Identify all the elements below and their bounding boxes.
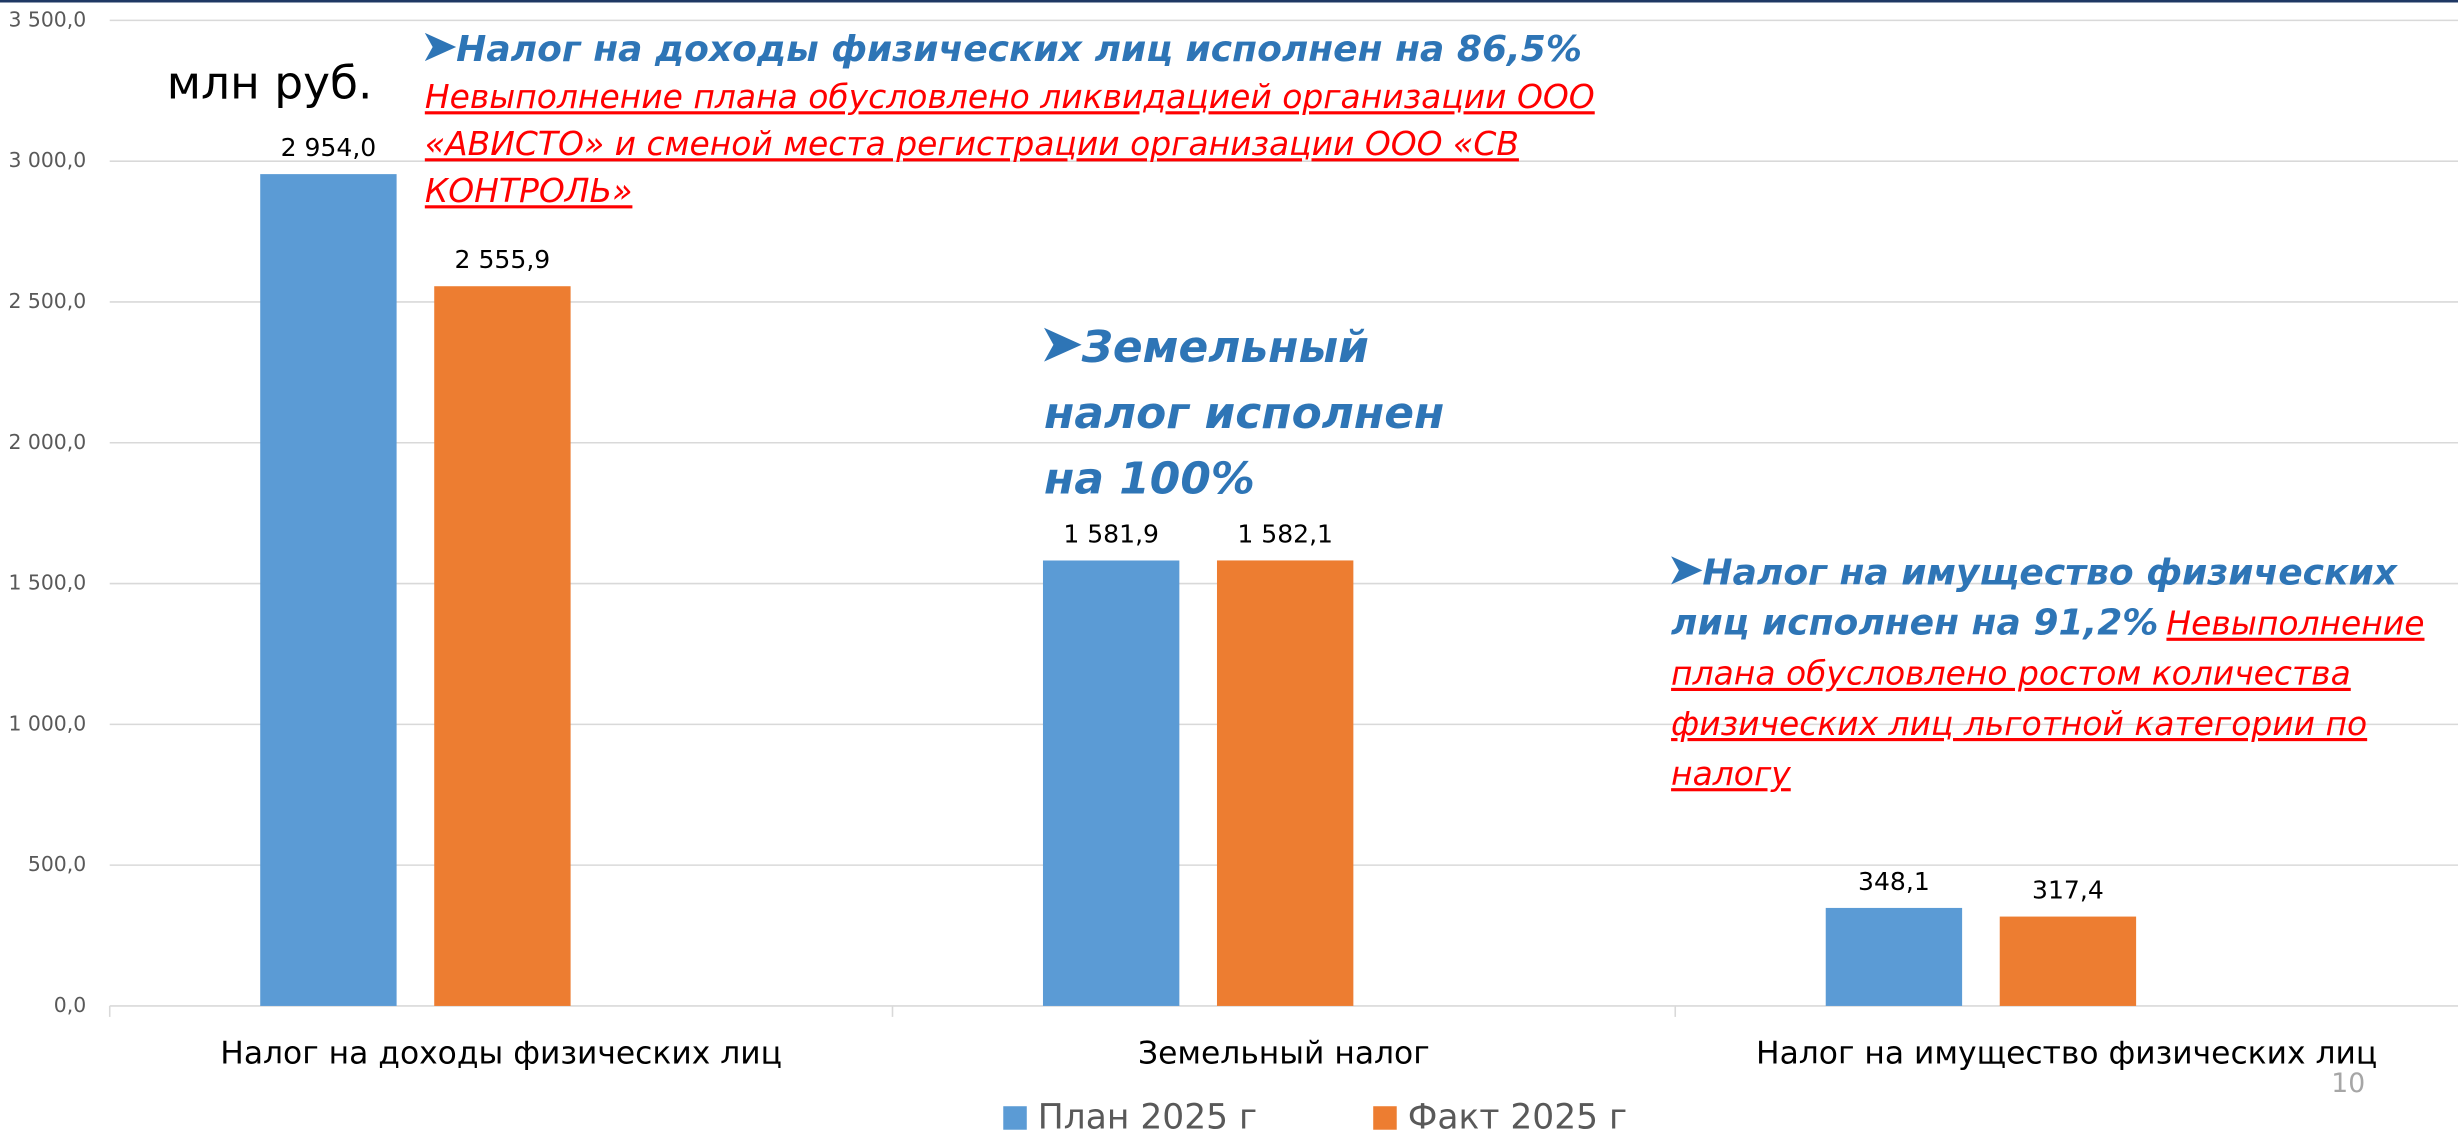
legend-label: План 2025 г (1038, 1097, 1257, 1136)
value-label: 1 582,1 (1237, 519, 1333, 548)
bullet-arrow (424, 32, 457, 62)
y-tick-label: 0,0 (54, 993, 86, 1017)
y-tick-label: 2 500,0 (8, 289, 86, 313)
x-tick-label: Земельный налог (1138, 1036, 1430, 1072)
y-tick-label: 3 000,0 (8, 148, 86, 172)
annotation: Земельный налог исполнен на 100% (1044, 318, 1514, 515)
y-tick-label: 1 500,0 (8, 571, 86, 595)
unit-label: млн руб. (167, 57, 373, 110)
annotation: Налог на имущество физических лиц исполн… (1671, 550, 2439, 801)
value-label: 2 954,0 (281, 133, 377, 162)
value-label: 2 555,9 (455, 245, 551, 274)
y-tick-label: 500,0 (28, 852, 86, 876)
value-label: 317,4 (2032, 876, 2104, 905)
legend-label: Факт 2025 г (1408, 1097, 1627, 1136)
legend-swatch (1003, 1106, 1027, 1130)
page-number: 10 (2331, 1068, 2365, 1099)
bar (1825, 907, 1963, 1006)
y-tick-label: 3 500,0 (8, 7, 86, 31)
annotation-highlight: Налог на доходы физических лиц исполнен … (456, 29, 1582, 71)
annotation-highlight: Земельный налог исполнен на 100% (1044, 321, 1445, 505)
legend-swatch (1373, 1106, 1397, 1130)
x-tick-label: Налог на имущество физических лиц (1756, 1036, 2377, 1072)
x-tick-label: Налог на доходы физических лиц (220, 1036, 782, 1072)
bar (1042, 560, 1180, 1006)
annotation-note: Невыполнение плана обусловлено ликвидаци… (424, 78, 1595, 210)
bar (1999, 916, 2137, 1006)
value-label: 1 581,9 (1063, 519, 1159, 548)
bullet-arrow (1671, 556, 1703, 585)
annotation-highlight: Налог на имущество физических лиц исполн… (1671, 553, 2398, 644)
bar (260, 174, 397, 1006)
value-label: 348,1 (1858, 867, 1930, 896)
y-tick-label: 1 000,0 (8, 711, 86, 735)
y-tick-label: 2 000,0 (8, 430, 86, 454)
annotation-note: Невыполнение плана обусловлено ростом ко… (1671, 604, 2425, 793)
bullet-arrow (1044, 327, 1082, 362)
annotation: Налог на доходы физических лиц исполнен … (424, 28, 1710, 216)
bar (434, 286, 571, 1006)
bar (1216, 560, 1354, 1006)
